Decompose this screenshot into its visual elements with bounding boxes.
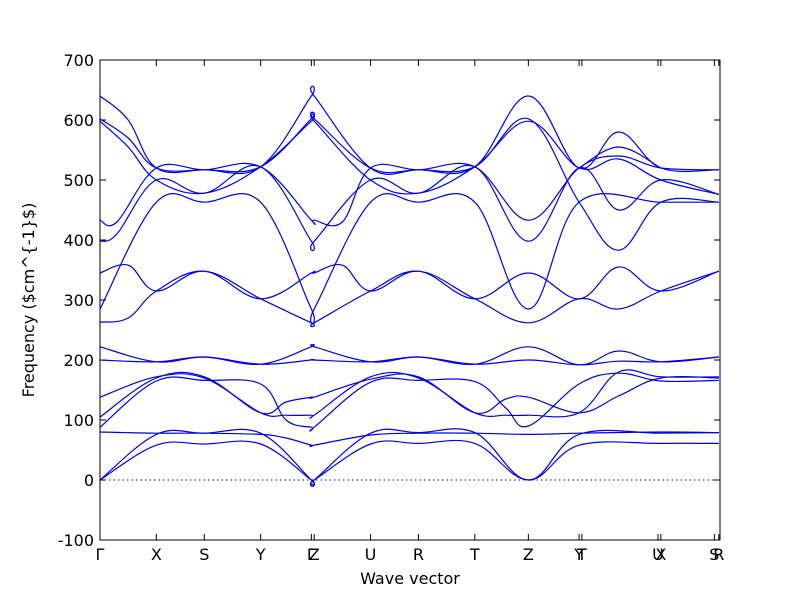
band-line-15 [99, 111, 719, 251]
y-tick-label: 300 [63, 291, 94, 310]
band-line-17 [578, 146, 662, 169]
x-tick-label: Γ [96, 545, 105, 564]
y-tick-label: 200 [63, 351, 94, 370]
phonon-bands [99, 85, 720, 487]
x-tick-label: U [652, 545, 664, 564]
band-line-8 [99, 344, 719, 366]
band-line-3 [99, 431, 719, 447]
x-tick-label: Y [573, 545, 584, 564]
y-axis-label: Frequency ($cm^{-1}$) [19, 203, 38, 398]
y-tick-label: 700 [63, 51, 94, 70]
x-tick-label: Γ [307, 545, 316, 564]
y-axis-ticks: -100 0 100 200 300 400 500 600 700 [58, 51, 720, 550]
band-line-9 [99, 270, 720, 328]
y-tick-label: 600 [63, 111, 94, 130]
x-tick-label: U [365, 545, 377, 564]
y-tick-label: 0 [84, 471, 94, 490]
band-line-12 [99, 164, 720, 251]
band-line-13 [99, 155, 719, 227]
x-tick-label: Y [255, 545, 266, 564]
band-line-1 [99, 439, 719, 486]
x-tick-label: T [469, 545, 480, 564]
x-tick-label: Z [523, 545, 534, 564]
y-tick-label: -100 [58, 531, 94, 550]
y-tick-label: 100 [63, 411, 94, 430]
x-tick-label: R [713, 545, 724, 564]
y-tick-label: 500 [63, 171, 94, 190]
plot-frame [99, 59, 721, 541]
band-line-6 [99, 369, 719, 419]
band-line-10 [99, 263, 720, 300]
x-tick-label: X [655, 545, 666, 564]
x-tick-label: X [151, 545, 162, 564]
y-tick-label: 400 [63, 231, 94, 250]
band-line-14 [99, 113, 720, 195]
band-line-2 [99, 428, 719, 487]
x-tick-label: R [413, 545, 424, 564]
x-tick-label: Z [309, 545, 320, 564]
x-axis-label: Wave vector [360, 569, 460, 588]
band-line-4 [99, 372, 719, 432]
x-tick-label: S [199, 545, 209, 564]
band-line-11 [99, 193, 719, 325]
x-tick-label: T [576, 545, 587, 564]
x-axis-ticks: Γ X S Y ΓZ U R T Z YT UX SR [96, 60, 724, 564]
band-line-16 [99, 85, 719, 176]
x-tick-label: S [709, 545, 719, 564]
